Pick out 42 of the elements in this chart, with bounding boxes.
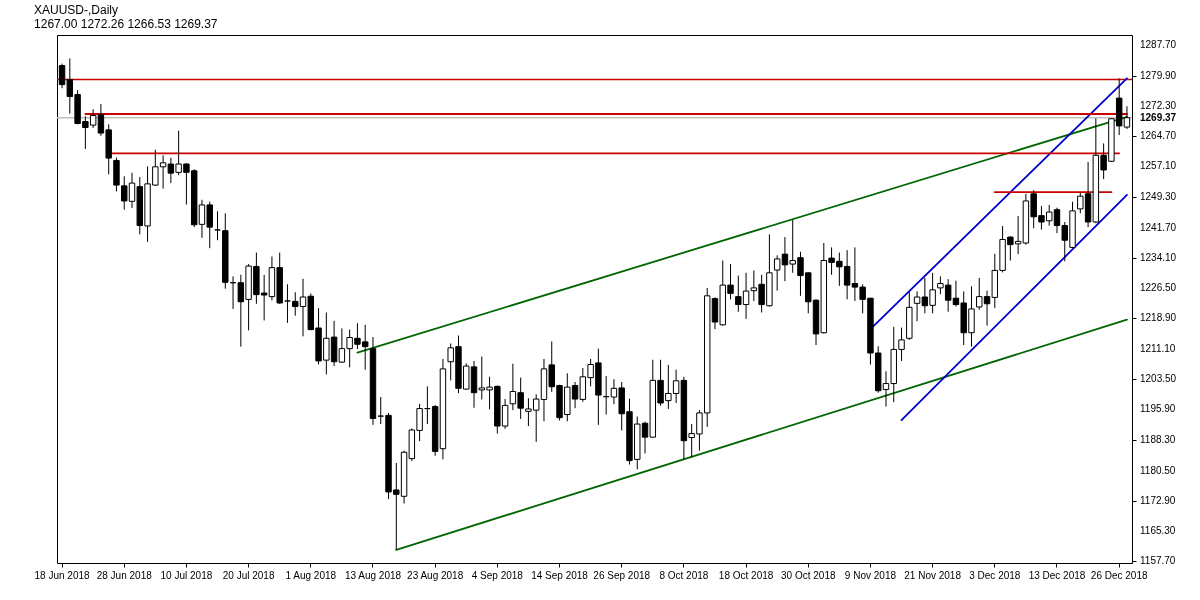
- x-tick-label: 13 Dec 2018: [1028, 569, 1086, 581]
- x-tick-label: 26 Sep 2018: [593, 569, 651, 581]
- y-tick-label: 1272.30: [1140, 100, 1177, 112]
- x-tick-label: 23 Aug 2018: [407, 569, 464, 581]
- x-tick-label: 21 Nov 2018: [904, 569, 962, 581]
- candlestick: [284, 283, 291, 324]
- x-tick-label: 30 Oct 2018: [781, 569, 836, 581]
- candlestick: [214, 210, 221, 241]
- x-tick-label: 10 Jul 2018: [160, 569, 213, 581]
- x-tick-label: 26 Dec 2018: [1090, 569, 1148, 581]
- y-tick-label: 1241.70: [1140, 221, 1177, 233]
- y-tick-label: 1203.50: [1140, 373, 1177, 385]
- x-tick-label: 28 Jun 2018: [96, 569, 153, 581]
- y-tick-label: 1218.90: [1140, 312, 1177, 324]
- y-tick-label: 1287.70: [1140, 38, 1177, 50]
- chart-title: XAUUSD-,Daily: [34, 3, 119, 17]
- x-tick-label: 18 Oct 2018: [718, 569, 774, 581]
- ref-line-label: 1269.37: [1140, 111, 1177, 123]
- x-tick-label: 4 Sep 2018: [471, 569, 524, 581]
- y-tick-label: 1188.30: [1140, 433, 1176, 445]
- x-tick-label: 20 Jul 2018: [222, 569, 275, 581]
- x-tick-label: 8 Oct 2018: [659, 569, 709, 581]
- candlestick: [377, 396, 384, 425]
- y-tick-label: 1165.30: [1140, 524, 1176, 536]
- x-tick-label: 9 Nov 2018: [844, 569, 897, 581]
- x-tick-label: 3 Dec 2018: [969, 569, 1021, 581]
- y-tick-label: 1249.30: [1140, 191, 1177, 203]
- y-tick-label: 1172.90: [1140, 494, 1176, 506]
- chart-subtitle: 1267.00 1272.26 1266.53 1269.37: [34, 17, 218, 31]
- y-tick-label: 1226.50: [1140, 281, 1177, 293]
- y-tick-label: 1279.90: [1140, 69, 1177, 81]
- y-tick-label: 1211.10: [1140, 343, 1176, 355]
- y-tick-label: 1157.70: [1140, 555, 1176, 567]
- x-tick-label: 13 Aug 2018: [344, 569, 402, 581]
- y-tick-label: 1180.50: [1140, 464, 1176, 476]
- y-tick-label: 1234.10: [1140, 251, 1177, 263]
- y-tick-label: 1257.10: [1140, 160, 1177, 172]
- x-tick-label: 1 Aug 2018: [285, 569, 337, 581]
- x-tick-label: 14 Sep 2018: [531, 569, 589, 581]
- y-tick-label: 1264.70: [1140, 130, 1177, 142]
- x-tick-label: 18 Jun 2018: [34, 569, 91, 581]
- y-tick-label: 1195.90: [1140, 403, 1176, 415]
